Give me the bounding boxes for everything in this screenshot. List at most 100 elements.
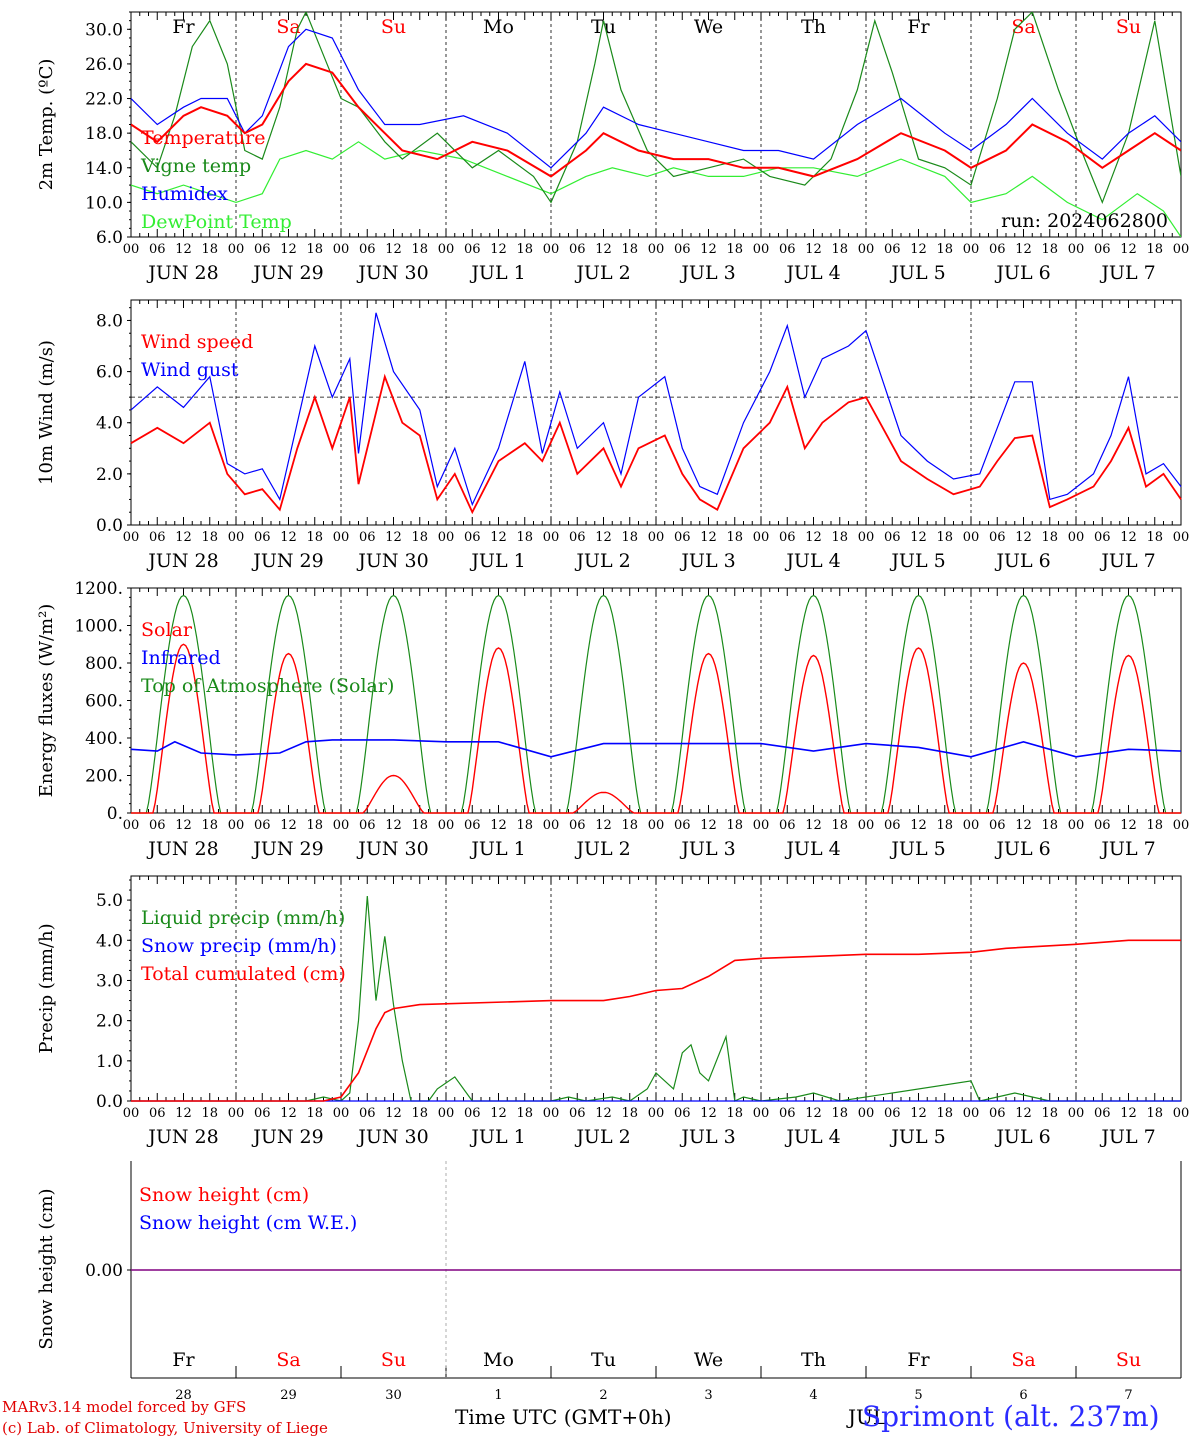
day-label: JUL 6 <box>994 1126 1050 1148</box>
x-tick-label: 12 <box>175 1106 192 1121</box>
x-tick-label: 12 <box>175 530 192 545</box>
x-tick-label: 12 <box>280 242 297 257</box>
day-label: JUL 1 <box>469 1126 525 1148</box>
x-tick-label: 18 <box>516 818 533 833</box>
x-tick-label: 00 <box>963 818 980 833</box>
x-tick-label: 18 <box>516 530 533 545</box>
weekday-label: Sa <box>276 16 300 38</box>
x-tick-label: 18 <box>1146 818 1163 833</box>
weekday-label: Sa <box>1011 16 1035 38</box>
x-tick-label: 12 <box>1015 530 1032 545</box>
day-label: JUN 29 <box>251 550 323 572</box>
x-tick-label: 18 <box>411 1106 428 1121</box>
x-tick-label: 12 <box>490 242 507 257</box>
day-label: JUL 7 <box>1099 550 1155 572</box>
x-tick-label: 12 <box>700 242 717 257</box>
x-tick-label: 00 <box>123 1106 140 1121</box>
series-wind-gust <box>130 312 1182 507</box>
day-label: JUL 6 <box>994 550 1050 572</box>
legend-entry: Vigne temp <box>140 155 251 177</box>
x-tick-label: 18 <box>726 242 743 257</box>
x-tick-label: 06 <box>464 530 481 545</box>
x-tick-label: 00 <box>333 1106 350 1121</box>
x-tick-label: 12 <box>280 530 297 545</box>
x-tick-label: 00 <box>438 242 455 257</box>
day-label: JUL 2 <box>574 550 630 572</box>
x-tick-label: 12 <box>1120 242 1137 257</box>
y-tick-label: 6.0 <box>96 228 123 248</box>
day-label: JUN 30 <box>356 262 428 284</box>
x-tick-label: 06 <box>254 818 271 833</box>
x-tick-label: 06 <box>359 530 376 545</box>
x-tick-label: 06 <box>989 242 1006 257</box>
x-tick-label: 18 <box>1041 242 1058 257</box>
x-tick-label: 06 <box>884 1106 901 1121</box>
day-label: JUL 5 <box>889 1126 945 1148</box>
day-number-label: 6 <box>1019 1388 1027 1403</box>
x-tick-label: 12 <box>175 818 192 833</box>
weekday-label: We <box>694 1349 723 1371</box>
x-tick-label: 00 <box>753 242 770 257</box>
y-tick-label: 10.0 <box>85 193 123 213</box>
x-tick-label: 06 <box>569 530 586 545</box>
day-label: JUL 4 <box>784 550 840 572</box>
weekday-label: Fr <box>907 1349 930 1371</box>
y-tick-label: 3.0 <box>96 971 123 991</box>
day-number-label: 28 <box>175 1388 192 1403</box>
legend-entry: Temperature <box>141 127 265 149</box>
weekday-label: Su <box>381 16 406 38</box>
x-tick-label: 00 <box>858 1106 875 1121</box>
weekday-label: Fr <box>172 16 195 38</box>
y-tick-label: 0.0 <box>96 1092 123 1112</box>
series-dewpoint-temp <box>131 141 1181 237</box>
x-tick-label: 00 <box>1173 530 1190 545</box>
x-tick-label: 12 <box>385 242 402 257</box>
day-label: JUL 4 <box>784 1126 840 1148</box>
x-tick-label: 18 <box>936 530 953 545</box>
day-label: JUL 5 <box>889 838 945 860</box>
day-label: JUN 30 <box>356 838 428 860</box>
x-tick-label: 00 <box>963 1106 980 1121</box>
day-label: JUN 28 <box>146 838 218 860</box>
x-tick-label: 06 <box>569 242 586 257</box>
x-tick-label: 12 <box>805 530 822 545</box>
panel-3-y-axis-label: Precip (mm/h) <box>36 923 57 1053</box>
y-tick-label: 22.0 <box>85 90 123 110</box>
x-tick-label: 12 <box>910 818 927 833</box>
x-tick-label: 18 <box>1041 530 1058 545</box>
station-title: Sprimont (alt. 237m) <box>862 1400 1160 1433</box>
x-tick-label: 00 <box>648 1106 665 1121</box>
panel-0-frame <box>130 11 1182 238</box>
y-tick-label: 4.0 <box>96 414 123 434</box>
day-label: JUL 7 <box>1099 838 1155 860</box>
day-label: JUN 28 <box>146 262 218 284</box>
x-tick-label: 12 <box>805 242 822 257</box>
day-label: JUN 30 <box>356 1126 428 1148</box>
x-tick-label: 18 <box>621 1106 638 1121</box>
x-tick-label: 00 <box>543 530 560 545</box>
x-tick-label: 12 <box>700 1106 717 1121</box>
day-label: JUL 4 <box>784 262 840 284</box>
x-tick-label: 06 <box>464 242 481 257</box>
x-tick-label: 12 <box>280 1106 297 1121</box>
weekday-label: Th <box>801 1349 826 1371</box>
weekday-label: Su <box>381 1349 406 1371</box>
run-label: run: 2024062800 <box>1001 210 1168 232</box>
x-tick-label: 18 <box>726 530 743 545</box>
model-credit: MARv3.14 model forced by GFS <box>2 1398 247 1416</box>
day-label: JUL 2 <box>574 838 630 860</box>
day-number-label: 3 <box>704 1388 712 1403</box>
x-tick-label: 12 <box>280 818 297 833</box>
x-tick-label: 06 <box>884 818 901 833</box>
x-tick-label: 00 <box>1068 818 1085 833</box>
day-label: JUN 28 <box>146 1126 218 1148</box>
weekday-label: Su <box>1116 1349 1141 1371</box>
y-tick-label: 5.0 <box>96 891 123 911</box>
weekday-label: We <box>694 16 723 38</box>
day-label: JUL 7 <box>1099 1126 1155 1148</box>
legend-entry: Wind gust <box>141 359 239 381</box>
x-tick-label: 06 <box>254 1106 271 1121</box>
x-tick-label: 18 <box>411 242 428 257</box>
x-tick-label: 00 <box>753 1106 770 1121</box>
x-tick-label: 00 <box>333 242 350 257</box>
